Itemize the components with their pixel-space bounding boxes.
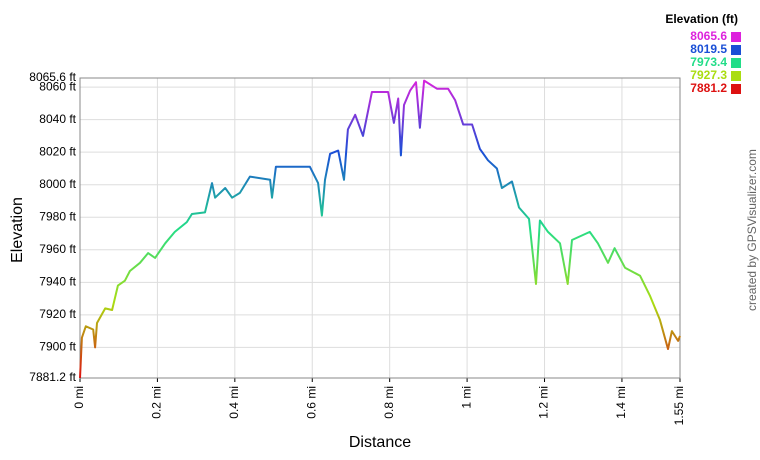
y-tick-label: 7960 ft — [39, 242, 76, 256]
legend-value: 7927.3 — [690, 68, 727, 82]
elevation-line — [79, 79, 681, 379]
legend-title: Elevation (ft) — [665, 12, 738, 26]
x-tick-label: 1.4 mi — [614, 386, 628, 419]
x-tick-label: 0.8 mi — [382, 386, 396, 419]
x-tick-label: 0.4 mi — [227, 386, 241, 419]
legend-value: 7881.2 — [690, 81, 727, 95]
y-tick-label: 8065.6 ft — [29, 70, 76, 84]
x-tick-label: 1.55 mi — [672, 386, 686, 425]
legend-swatch — [731, 84, 741, 94]
legend-swatch — [731, 58, 741, 68]
y-tick-label: 7881.2 ft — [29, 370, 76, 384]
x-tick-label: 0.6 mi — [304, 386, 318, 419]
x-tick-label: 0 mi — [72, 386, 86, 409]
x-axis-title: Distance — [349, 434, 411, 451]
credit: created by GPSVisualizer.com — [745, 149, 759, 311]
x-tick-label: 1.2 mi — [537, 386, 551, 419]
y-tick-label: 8020 ft — [39, 144, 76, 158]
x-tick-label: 0.2 mi — [150, 386, 164, 419]
x-tick-label: 1 mi — [459, 386, 473, 409]
y-tick-label: 7940 ft — [39, 275, 76, 289]
legend-swatch — [731, 45, 741, 55]
legend-value: 8065.6 — [690, 29, 727, 43]
y-tick-label: 8040 ft — [39, 112, 76, 126]
y-tick-label: 7920 ft — [39, 307, 76, 321]
y-axis-title: Elevation — [9, 197, 26, 263]
legend-value: 8019.5 — [690, 42, 727, 56]
legend-swatch — [731, 71, 741, 81]
y-tick-label: 8060 ft — [39, 79, 76, 93]
legend-value: 7973.4 — [690, 55, 727, 69]
plot-border — [79, 77, 681, 379]
legend-swatch — [731, 32, 741, 42]
y-tick-label: 8000 ft — [39, 177, 76, 191]
y-tick-label: 7980 ft — [39, 209, 76, 223]
y-tick-label: 7900 ft — [39, 340, 76, 354]
